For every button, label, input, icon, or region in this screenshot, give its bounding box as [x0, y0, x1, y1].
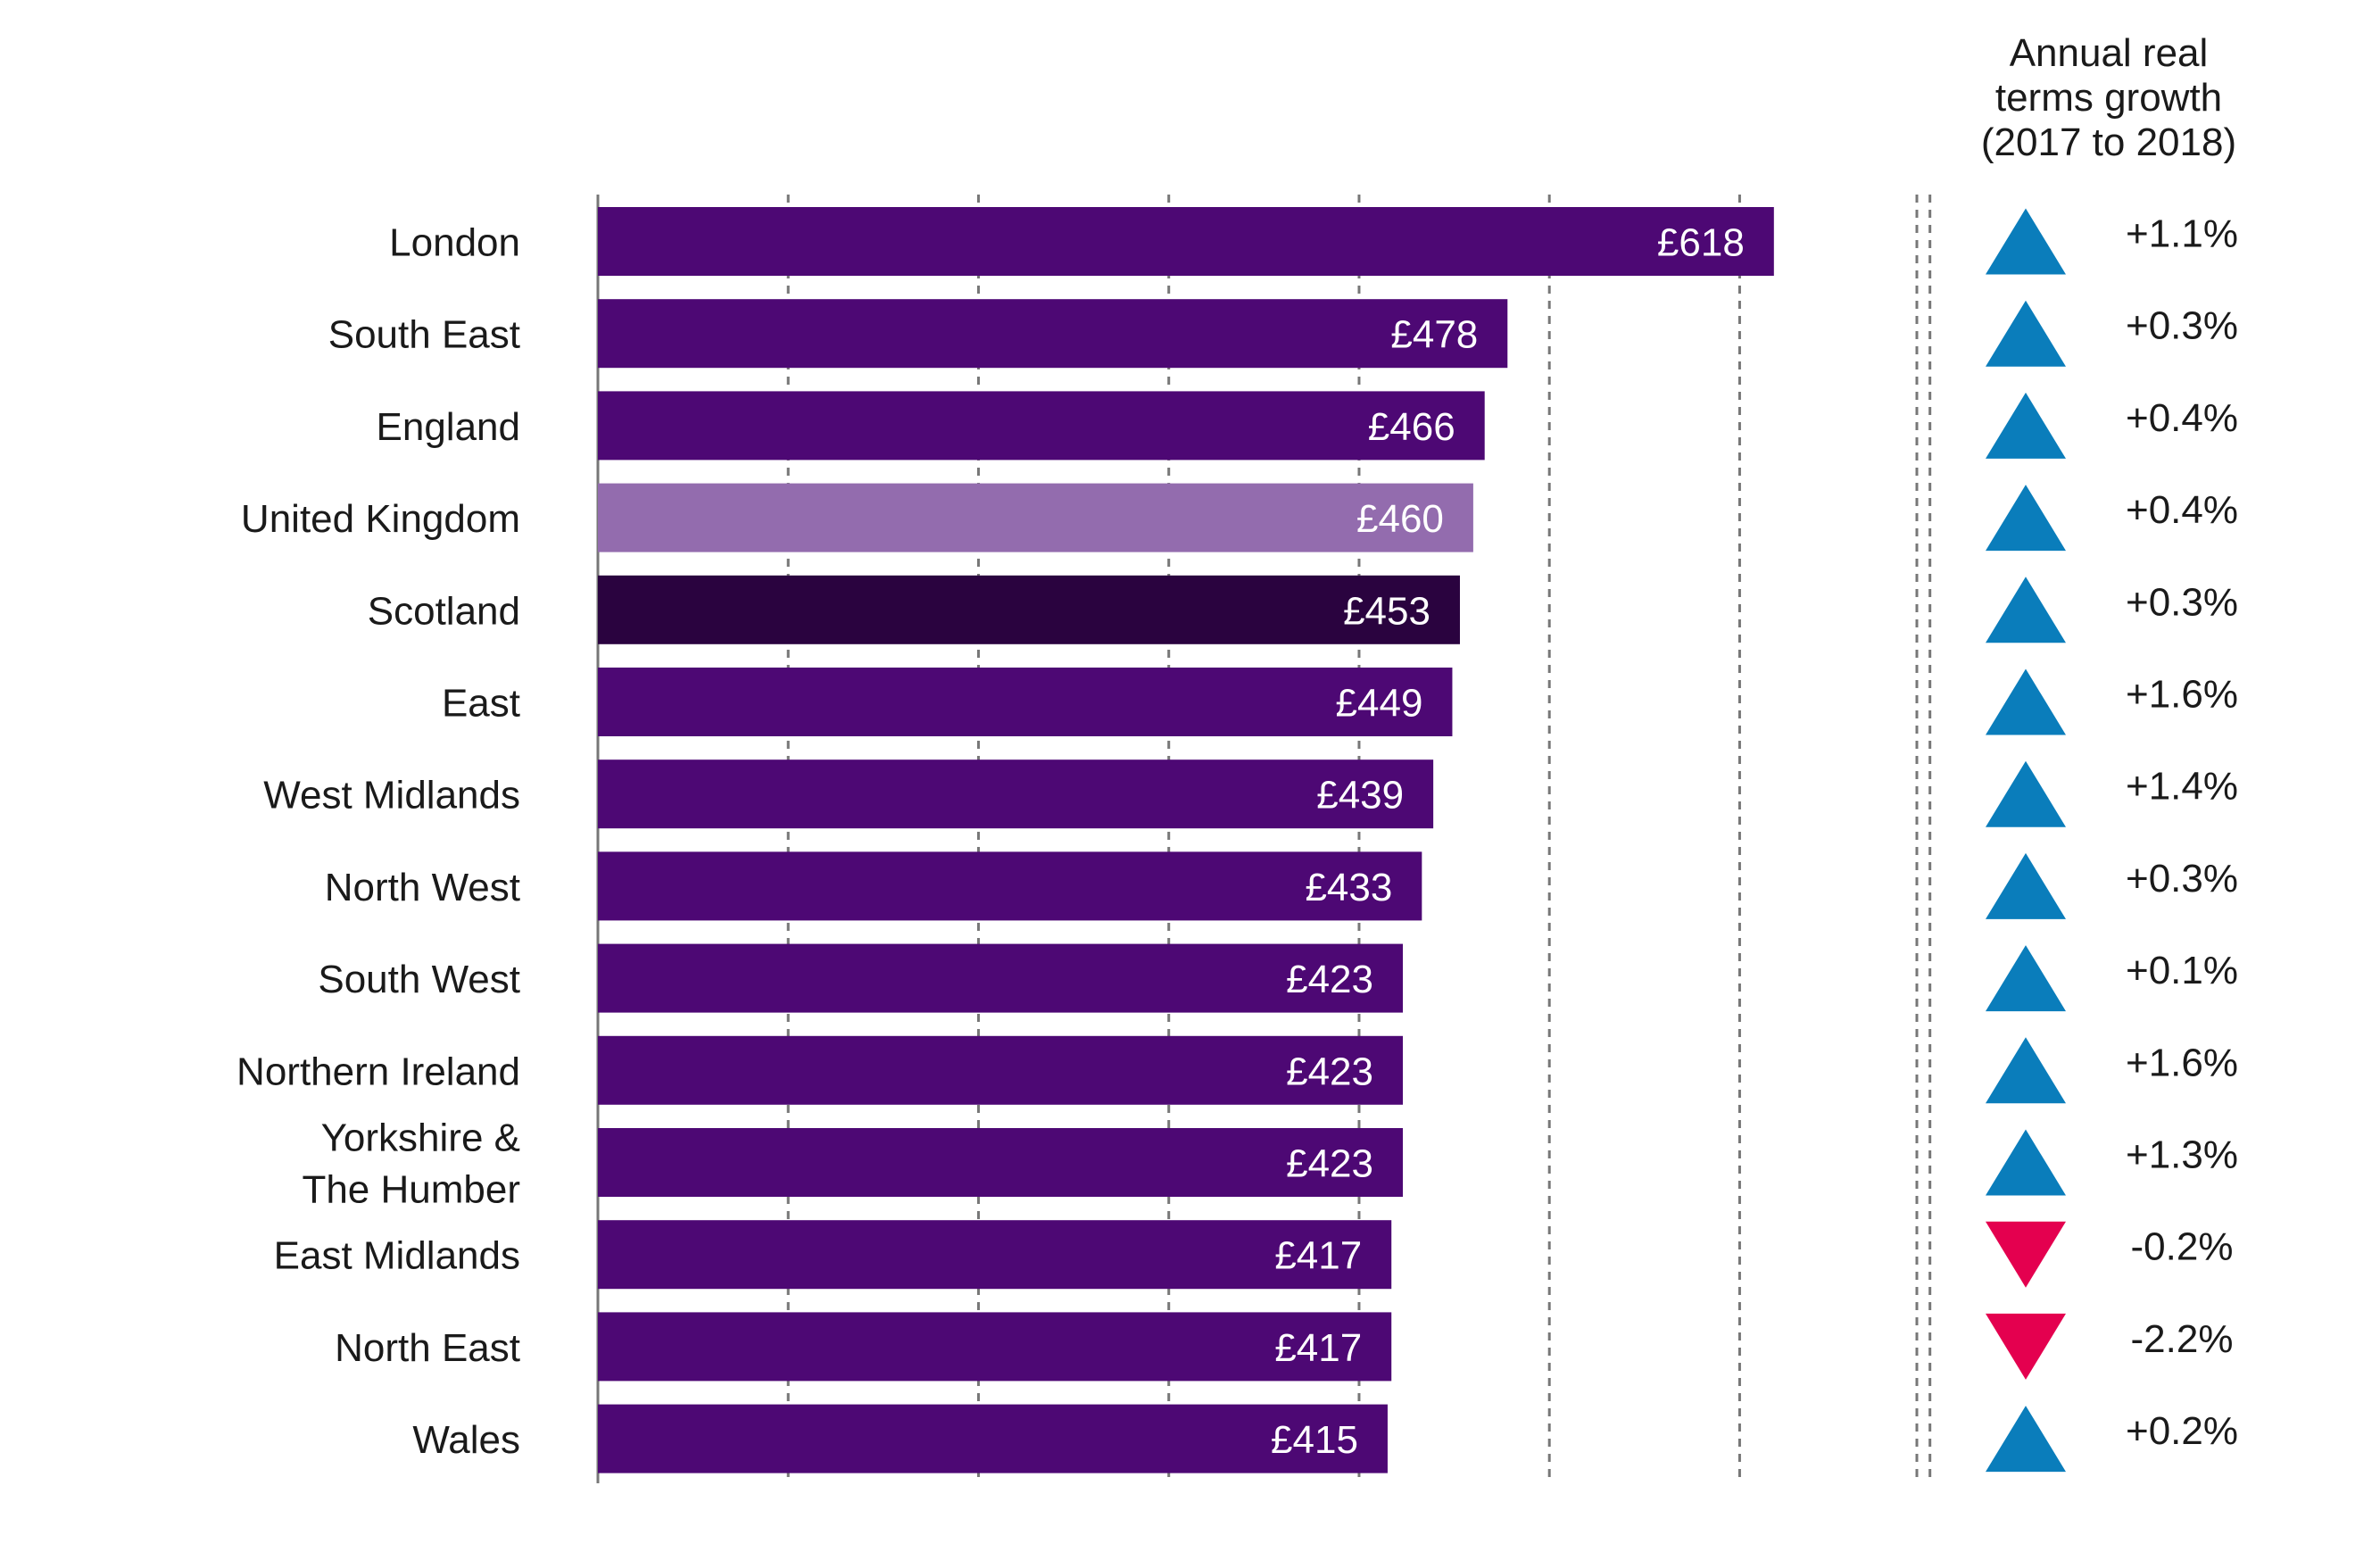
category-label: East	[442, 682, 520, 726]
growth-value-label: +0.4%	[2126, 396, 2238, 440]
bar	[598, 207, 1774, 276]
bar	[598, 391, 1485, 461]
bar	[598, 1220, 1392, 1290]
growth-down-triangle-icon	[1986, 1221, 2066, 1288]
growth-value-label: +0.3%	[2126, 580, 2238, 624]
bar-value-label: £423	[1286, 958, 1373, 1001]
category-label: Scotland	[368, 589, 520, 633]
bar	[598, 575, 1460, 644]
growth-value-label: +1.3%	[2126, 1133, 2238, 1177]
bar-value-label: £433	[1305, 866, 1392, 909]
category-label: England	[377, 405, 520, 449]
bar	[598, 483, 1473, 552]
category-label: South West	[318, 958, 520, 1001]
category-label: Northern Ireland	[236, 1050, 520, 1093]
category-label: South East	[328, 313, 520, 357]
growth-value-label: +0.3%	[2126, 857, 2238, 900]
bar-value-label: £417	[1274, 1326, 1362, 1370]
bars: £618 £478 £466 £460 £453 £449 £439 £433 £423 £423…	[598, 207, 1774, 1473]
growth-value-label: +0.2%	[2126, 1409, 2238, 1453]
category-label: North East	[335, 1326, 520, 1370]
growth-up-triangle-icon	[1986, 392, 2066, 459]
bar	[598, 943, 1404, 1013]
bar	[598, 299, 1508, 369]
growth-up-triangle-icon	[1986, 668, 2066, 735]
bar-value-label: £417	[1274, 1234, 1362, 1278]
growth-down-triangle-icon	[1986, 1313, 2066, 1380]
bar-value-label: £423	[1286, 1142, 1373, 1186]
bar-value-label: £466	[1368, 405, 1455, 449]
category-label: Wales	[412, 1418, 520, 1462]
growth-up-triangle-icon	[1986, 577, 2066, 643]
bar-value-label: £460	[1356, 497, 1444, 541]
growth-value-label: +0.4%	[2126, 488, 2238, 532]
growth-up-triangle-icon	[1986, 945, 2066, 1012]
growth-up-triangle-icon	[1986, 760, 2066, 827]
category-label: Yorkshire & The Humber	[302, 1116, 520, 1212]
growth-up-triangle-icon	[1986, 852, 2066, 919]
growth-value-label: -0.2%	[2131, 1225, 2234, 1269]
bar	[598, 668, 1453, 736]
bar-value-label: £618	[1657, 221, 1745, 265]
growth-value-label: +0.1%	[2126, 949, 2238, 992]
growth-value-label: +1.6%	[2126, 1041, 2238, 1084]
category-label: East Midlands	[274, 1234, 520, 1278]
bar	[598, 1035, 1404, 1105]
growth-value-label: +1.6%	[2126, 673, 2238, 717]
bar-value-label: £478	[1390, 313, 1478, 357]
bar	[598, 1128, 1404, 1197]
growth-up-triangle-icon	[1986, 300, 2066, 367]
growth-value-label: +1.1%	[2126, 212, 2238, 256]
category-label: West Midlands	[263, 774, 520, 817]
category-label: United Kingdom	[241, 497, 520, 541]
bar	[598, 759, 1434, 829]
growth-column: Annual real terms growth (2017 to 2018) +1…	[1981, 31, 2238, 1473]
growth-value-label: -2.2%	[2131, 1317, 2234, 1361]
growth-up-triangle-icon	[1986, 1406, 2066, 1473]
growth-up-triangle-icon	[1986, 1129, 2066, 1196]
bar-value-label: £453	[1343, 589, 1430, 633]
growth-column-title: Annual real terms growth (2017 to 2018)	[1981, 31, 2236, 164]
category-labels: London South East England United Kingdom Sco…	[236, 221, 520, 1463]
category-label: North West	[325, 866, 520, 909]
growth-value-label: +0.3%	[2126, 304, 2238, 348]
growth-up-triangle-icon	[1986, 1037, 2066, 1104]
bar	[598, 1404, 1388, 1473]
category-label: London	[389, 221, 520, 265]
bar	[598, 851, 1422, 921]
growth-up-triangle-icon	[1986, 485, 2066, 552]
growth-value-label: +1.4%	[2126, 765, 2238, 809]
bar-value-label: £439	[1316, 774, 1404, 817]
bar-value-label: £449	[1336, 682, 1423, 726]
bar	[598, 1312, 1392, 1382]
gridlines	[596, 195, 1932, 1483]
bar-value-label: £423	[1286, 1050, 1373, 1093]
bar-value-label: £415	[1271, 1418, 1358, 1462]
growth-up-triangle-icon	[1986, 208, 2066, 275]
